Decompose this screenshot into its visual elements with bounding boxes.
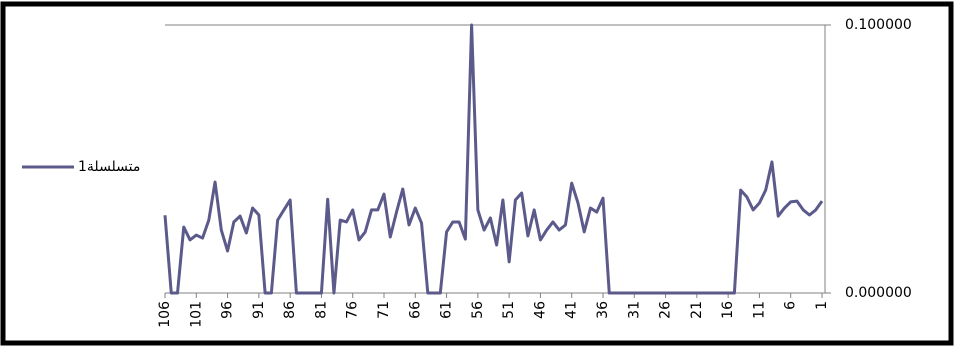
x-tick-label: 71 <box>376 301 392 319</box>
x-tick-label: 26 <box>658 301 674 319</box>
x-tick-label: 51 <box>501 301 517 319</box>
x-tick-label: 61 <box>439 301 455 319</box>
y-tick-label: 0.100000 <box>845 17 912 33</box>
x-tick-label: 106 <box>157 301 173 328</box>
x-tick-label: 56 <box>470 301 486 319</box>
x-tick-label: 6 <box>783 301 799 310</box>
x-tick-label: 31 <box>626 301 642 319</box>
legend-label: متسلسلة1 <box>78 159 140 175</box>
x-tick-label: 101 <box>188 301 204 328</box>
x-tick-label: 41 <box>564 301 580 319</box>
x-tick-label: 1 <box>814 301 830 310</box>
x-tick-label: 81 <box>313 301 329 319</box>
x-tick-label: 21 <box>689 301 705 319</box>
x-tick-label: 66 <box>407 301 423 319</box>
x-tick-label: 36 <box>595 301 611 319</box>
x-tick-label: 86 <box>282 301 298 319</box>
x-tick-label: 46 <box>532 301 548 319</box>
y-tick-label: 0.000000 <box>845 285 912 301</box>
series-line <box>163 23 824 295</box>
x-tick-label: 16 <box>720 301 736 319</box>
x-tick-label: 91 <box>251 301 267 319</box>
x-tick-label: 96 <box>220 301 236 319</box>
x-tick-label: 11 <box>751 301 767 319</box>
x-tick-label: 76 <box>345 301 361 319</box>
